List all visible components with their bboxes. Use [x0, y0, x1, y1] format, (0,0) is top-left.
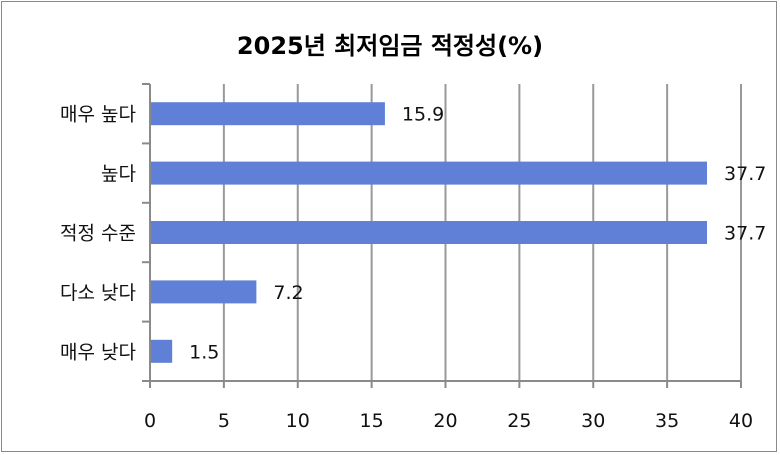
category-label: 다소 낮다: [60, 282, 136, 304]
category-label: 매우 높다: [60, 104, 136, 126]
x-tick-label: 30: [581, 410, 605, 432]
bar: [150, 161, 708, 185]
x-tick-label: 10: [286, 410, 310, 432]
data-label: 15.9: [402, 104, 444, 126]
x-tick-label: 20: [433, 410, 457, 432]
x-tick-label: 40: [729, 410, 753, 432]
bar: [150, 280, 257, 304]
x-tick-label: 15: [360, 410, 384, 432]
bar: [150, 221, 708, 244]
data-label: 7.2: [273, 282, 303, 304]
category-label: 높다: [101, 163, 136, 185]
category-label: 적정 수준: [60, 223, 136, 245]
bar: [150, 339, 173, 363]
bar: [150, 102, 385, 126]
chart-title: 2025년 최저임금 적정성(%): [237, 32, 543, 60]
x-tick-label: 35: [655, 410, 679, 432]
data-label: 37.7: [724, 223, 766, 245]
x-tick-label: 25: [507, 410, 531, 432]
data-label: 37.7: [724, 163, 766, 185]
category-label: 매우 낮다: [60, 341, 136, 363]
x-tick-label: 5: [218, 410, 230, 432]
data-label: 1.5: [189, 341, 219, 363]
x-tick-label: 0: [144, 410, 156, 432]
